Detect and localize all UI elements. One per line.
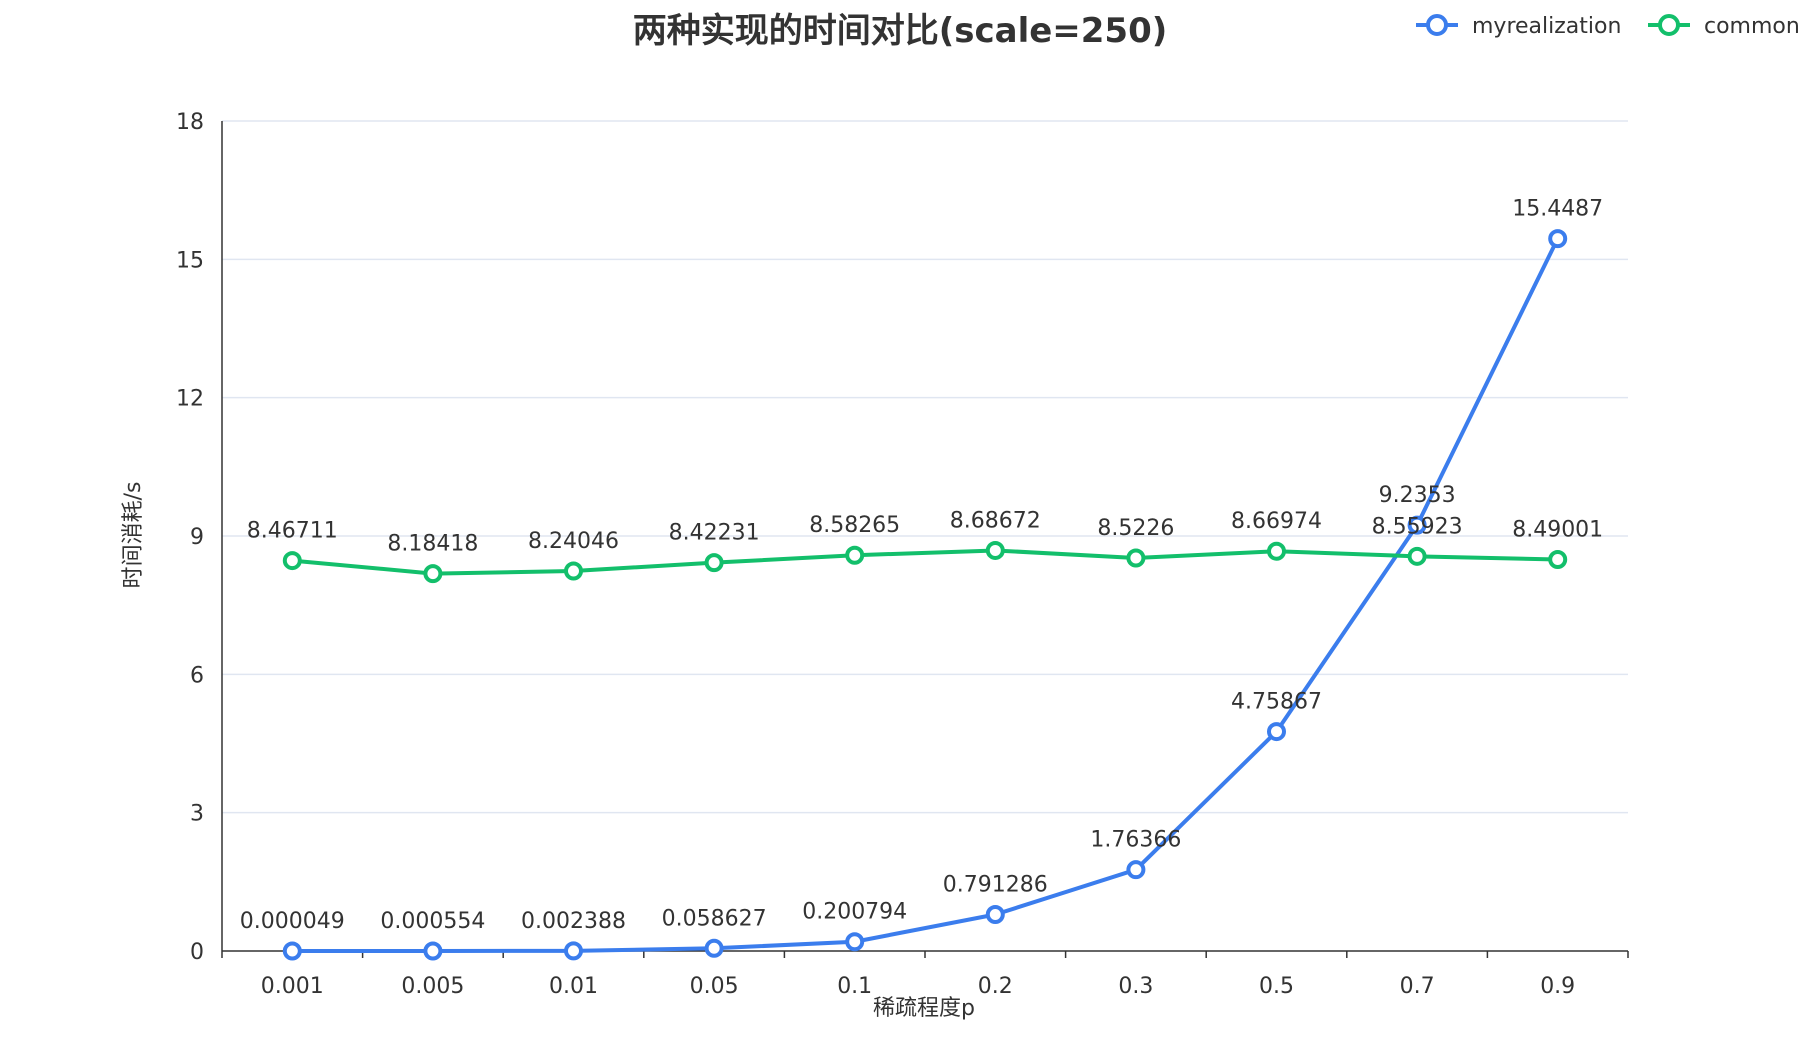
x-tick-label: 0.005 bbox=[401, 974, 464, 999]
x-tick-label: 0.9 bbox=[1540, 974, 1575, 999]
data-point-common bbox=[1267, 541, 1286, 561]
y-tick-label: 0 bbox=[190, 940, 204, 965]
data-point-common bbox=[845, 545, 865, 565]
data-point-myrealization bbox=[1267, 722, 1286, 742]
data-point-common bbox=[1126, 548, 1146, 568]
series-line-common bbox=[290, 548, 1560, 576]
y-tick-label: 3 bbox=[190, 802, 204, 827]
x-tick-label: 0.05 bbox=[690, 974, 739, 999]
x-tick-label: 0.5 bbox=[1259, 974, 1294, 999]
legend-item-myrealization[interactable]: myrealization bbox=[1416, 14, 1621, 39]
data-point-common bbox=[985, 540, 1005, 560]
data-point-myrealization bbox=[845, 932, 865, 952]
data-label-common: 8.24046 bbox=[528, 529, 619, 554]
x-tick-label: 0.3 bbox=[1118, 974, 1153, 999]
series-line-myrealization bbox=[290, 236, 1560, 953]
data-label-myrealization: 0.200794 bbox=[802, 900, 907, 925]
data-label-common: 8.66974 bbox=[1231, 509, 1322, 534]
data-label-myrealization: 0.002388 bbox=[521, 909, 626, 934]
y-tick-label: 6 bbox=[190, 663, 204, 688]
data-label-common: 8.55923 bbox=[1372, 514, 1463, 539]
chart-title: 两种实现的时间对比(scale=250) bbox=[633, 11, 1168, 51]
data-point-myrealization bbox=[1548, 229, 1568, 249]
data-label-common: 8.58265 bbox=[809, 513, 900, 538]
data-label-common: 8.49001 bbox=[1512, 518, 1603, 543]
y-tick-label: 15 bbox=[176, 248, 204, 273]
data-label-common: 8.5226 bbox=[1097, 516, 1174, 541]
data-point-common bbox=[564, 561, 583, 581]
legend-label-common: common bbox=[1704, 14, 1800, 39]
x-tick-label: 0.1 bbox=[837, 974, 872, 999]
data-label-common: 8.18418 bbox=[387, 532, 478, 557]
data-point-myrealization bbox=[1407, 515, 1427, 535]
data-label-myrealization: 4.75867 bbox=[1231, 690, 1322, 715]
data-label-myrealization: 0.058627 bbox=[662, 906, 767, 931]
legend-marker-myrealization bbox=[1426, 14, 1448, 36]
data-point-common bbox=[1548, 550, 1568, 570]
legend-item-common[interactable]: common bbox=[1648, 14, 1800, 39]
data-label-myrealization: 0.791286 bbox=[943, 873, 1048, 898]
data-point-common bbox=[423, 564, 443, 584]
x-tick-label: 0.2 bbox=[978, 974, 1013, 999]
data-point-common bbox=[704, 553, 724, 573]
data-point-myrealization bbox=[704, 938, 724, 958]
y-tick-label: 12 bbox=[176, 387, 204, 412]
data-label-common: 8.68672 bbox=[950, 508, 1041, 533]
data-label-common: 8.46711 bbox=[247, 519, 338, 544]
data-labels: 0.000049 0.000554 0.002388 0.058627 0.200794… bbox=[240, 197, 1603, 934]
data-point-myrealization bbox=[1126, 860, 1146, 880]
data-point-common bbox=[1407, 546, 1427, 566]
series-lines bbox=[290, 236, 1560, 953]
chart-axes: 0 3 6 9 12 15 18 0.001 0.005 0.01 0.05 0.1 0.2 0.3 0.5… bbox=[176, 110, 1629, 999]
chart-legend: myrealization common bbox=[1416, 14, 1800, 39]
x-tick-label: 0.001 bbox=[261, 974, 324, 999]
data-label-myrealization: 0.000049 bbox=[240, 909, 345, 934]
y-gridlines bbox=[222, 120, 1628, 814]
data-label-myrealization: 15.4487 bbox=[1512, 197, 1603, 222]
y-tick-label: 9 bbox=[190, 525, 204, 550]
y-tick-label: 18 bbox=[176, 110, 204, 135]
x-axis-title: 稀疏程度p bbox=[873, 996, 975, 1021]
data-point-markers bbox=[282, 229, 1568, 961]
y-axis-title: 时间消耗/s bbox=[121, 482, 146, 589]
data-point-myrealization bbox=[282, 941, 302, 961]
data-label-myrealization: 0.000554 bbox=[380, 909, 485, 934]
legend-marker-common bbox=[1658, 14, 1680, 36]
data-point-myrealization bbox=[564, 941, 583, 961]
legend-label-myrealization: myrealization bbox=[1472, 14, 1621, 39]
x-tick-label: 0.01 bbox=[549, 974, 598, 999]
data-label-common: 8.42231 bbox=[669, 521, 760, 546]
data-label-myrealization: 9.2353 bbox=[1379, 483, 1456, 508]
data-point-myrealization bbox=[985, 905, 1005, 925]
data-label-myrealization: 1.76366 bbox=[1090, 828, 1181, 853]
data-point-myrealization bbox=[423, 941, 443, 961]
x-tick-label: 0.7 bbox=[1400, 974, 1435, 999]
data-point-common bbox=[282, 551, 302, 571]
